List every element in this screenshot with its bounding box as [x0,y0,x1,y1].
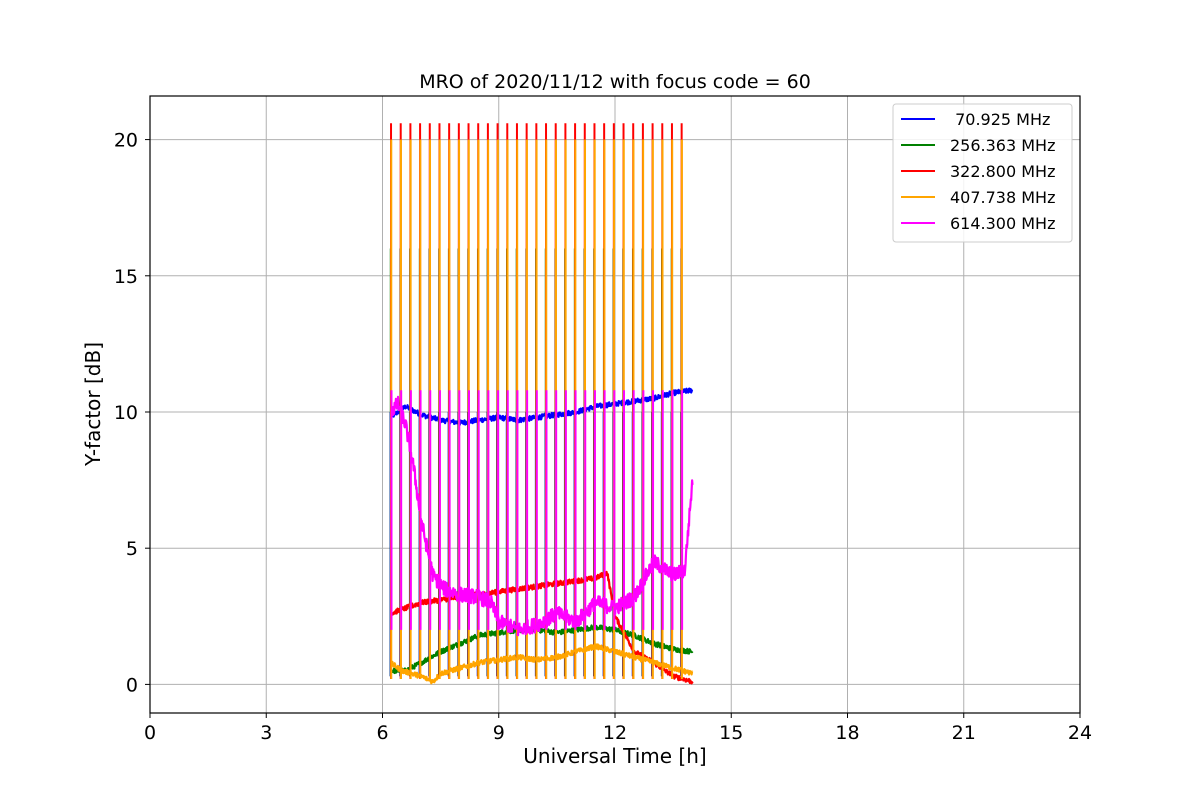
chart-title: MRO of 2020/11/12 with focus code = 60 [419,71,811,93]
y-tick-label: 10 [114,402,138,424]
x-tick-label: 12 [603,722,627,744]
legend-item: 614.300 MHz [901,214,1055,233]
legend-item: 407.738 MHz [901,188,1055,207]
x-tick-label: 9 [493,722,505,744]
x-tick-label: 21 [952,722,976,744]
x-tick-label: 0 [144,722,156,744]
x-tick-label: 3 [260,722,272,744]
y-tick-label: 0 [126,674,138,696]
series-line [390,643,694,685]
x-tick-label: 6 [376,722,388,744]
series-spikes [390,390,684,630]
y-tick-label: 15 [114,266,138,288]
legend-item: 322.800 MHz [901,162,1055,181]
legend-box [892,103,1073,243]
legend-label: 407.738 MHz [950,188,1055,207]
legend: 70.925 MHz 256.363 MHz 322.800 MHz 407.738 … [892,103,1073,243]
series-line [390,395,694,637]
ticks: 0 3 6 9 12 15 18 21 24 0 5 10 15 20 [114,130,1092,744]
y-tick-label: 20 [114,130,138,152]
x-axis-label: Universal Time [h] [523,744,706,768]
series-614-300-mhz [390,390,694,637]
y-tick-label: 5 [126,538,138,560]
legend-item: 256.363 MHz [901,136,1055,155]
legend-label: 256.363 MHz [950,136,1055,155]
legend-label: 322.800 MHz [950,162,1055,181]
legend-label: 70.925 MHz [950,110,1050,129]
series-line [390,387,694,426]
legend-label: 614.300 MHz [950,214,1055,233]
series-layer [389,123,694,685]
x-tick-label: 18 [835,722,859,744]
legend-item: 70.925 MHz [901,110,1050,129]
y-axis-label: Y-factor [dB] [81,342,105,467]
x-tick-label: 24 [1068,722,1092,744]
x-tick-label: 15 [719,722,743,744]
